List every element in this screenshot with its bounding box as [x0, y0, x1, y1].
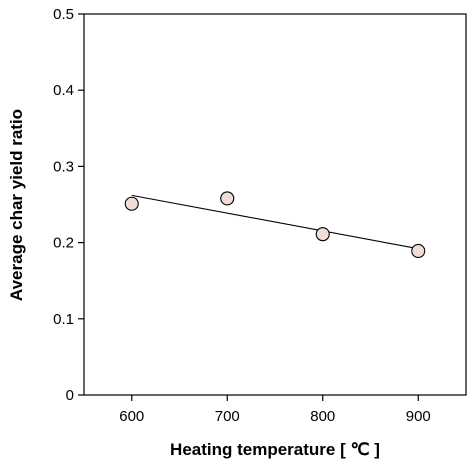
x-tick-label-1: 700 [215, 408, 240, 425]
y-tick-label-5: 0.5 [53, 6, 74, 23]
data-point-1 [220, 191, 235, 206]
x-tick-label-3: 900 [406, 408, 431, 425]
y-tick-label-2: 0.2 [53, 235, 74, 252]
data-points [124, 191, 426, 259]
y-tick-label-4: 0.4 [53, 82, 74, 99]
y-tick-label-0: 0 [66, 387, 74, 404]
y-tick-label-1: 0.1 [53, 311, 74, 328]
x-axis-title: Heating temperature [ ℃ ] [170, 440, 380, 459]
trend-line [131, 194, 419, 250]
data-point-0 [124, 196, 139, 211]
y-axis: 0 0.1 0.2 0.3 0.4 0.5 [53, 6, 84, 404]
data-point-2 [315, 227, 330, 242]
data-point-3 [411, 243, 426, 259]
x-tick-label-2: 800 [310, 408, 335, 425]
y-axis-title: Average char yield ratio [7, 109, 26, 301]
plot-area [83, 13, 467, 396]
x-axis: 600 700 800 900 [119, 395, 431, 425]
y-tick-label-3: 0.3 [53, 158, 74, 175]
x-tick-label-0: 600 [119, 408, 144, 425]
